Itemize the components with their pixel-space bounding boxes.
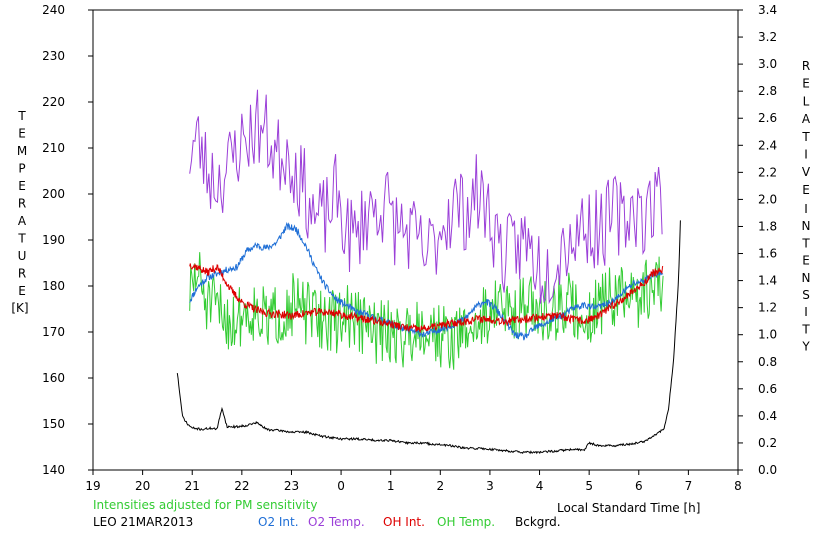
legend-item-o2-int: O2 Int. xyxy=(258,515,299,529)
left-title-letter: E xyxy=(18,179,26,193)
left-title-letter: E xyxy=(18,127,26,141)
y-left-tick-label: 240 xyxy=(42,3,65,17)
legend-item-oh-int: OH Int. xyxy=(383,515,425,529)
right-title-letter: Y xyxy=(801,340,810,354)
x-tick-label: 7 xyxy=(685,479,693,493)
y-left-tick-label: 200 xyxy=(42,187,65,201)
x-tick-label: 4 xyxy=(536,479,544,493)
x-tick-label: 19 xyxy=(85,479,100,493)
y-right-tick-label: 3.0 xyxy=(758,57,777,71)
y-right-tick-label: 0.2 xyxy=(758,436,777,450)
y-right-tick-label: 0.8 xyxy=(758,355,777,369)
y-left-tick-label: 180 xyxy=(42,279,65,293)
right-title-letter: N xyxy=(802,271,811,285)
left-title-letter: T xyxy=(17,232,26,246)
y-right-tick-label: 3.4 xyxy=(758,3,777,17)
y-right-tick-label: 2.8 xyxy=(758,84,777,98)
legend-item-o2-temp: O2 Temp. xyxy=(308,515,365,529)
right-title-letter: T xyxy=(801,130,810,144)
y-right-tick-label: 1.4 xyxy=(758,274,777,288)
right-title-letter: V xyxy=(802,165,811,179)
y-left-tick-label: 230 xyxy=(42,49,65,63)
y-left-tick-label: 140 xyxy=(42,463,65,477)
y-right-tick-label: 2.6 xyxy=(758,111,777,125)
series-line-o2-temp xyxy=(189,89,663,305)
left-axis-ticks: 140 150 160 170 180 190 200 210 220 230 240 xyxy=(42,3,93,477)
y-left-tick-label: 210 xyxy=(42,141,65,155)
y-left-tick-label: 170 xyxy=(42,325,65,339)
y-left-tick-label: 220 xyxy=(42,95,65,109)
left-title-letter: E xyxy=(18,284,26,298)
right-title-letter: T xyxy=(801,322,810,336)
y-right-tick-label: 0.0 xyxy=(758,463,777,477)
y-right-tick-label: 0.6 xyxy=(758,382,777,396)
x-tick-label: 0 xyxy=(337,479,345,493)
right-title-letter: E xyxy=(802,183,810,197)
right-title-letter: N xyxy=(802,219,811,233)
left-title-letter: T xyxy=(17,109,26,123)
left-title-letter: A xyxy=(18,214,27,228)
y-left-tick-label: 150 xyxy=(42,417,65,431)
x-tick-label: 8 xyxy=(734,479,742,493)
right-title-letter: A xyxy=(802,112,811,126)
right-axis-ticks: 0.0 0.2 0.4 0.6 0.8 1.0 1.2 1.4 1.6 1.8 2.0 2.2 2.4 2… xyxy=(738,3,777,477)
y-right-tick-label: 2.2 xyxy=(758,165,777,179)
series-line-oh-int xyxy=(189,263,664,334)
x-tick-label: 6 xyxy=(635,479,643,493)
series-line-bckgrd xyxy=(176,220,681,455)
series-line-oh-temp xyxy=(189,252,664,370)
right-title-letter: R xyxy=(802,59,810,73)
legend-item-oh-temp: OH Temp. xyxy=(437,515,496,529)
x-tick-label: 1 xyxy=(387,479,395,493)
right-title-letter: I xyxy=(804,202,808,216)
y-left-tick-label: 160 xyxy=(42,371,65,385)
sensitivity-note: Intensities adjusted for PM sensitivity xyxy=(93,498,318,512)
y-right-tick-label: 1.8 xyxy=(758,219,777,233)
plot-frame xyxy=(92,9,739,471)
right-title-letter: I xyxy=(804,305,808,319)
series-line-o2-int xyxy=(189,222,664,341)
left-title-letter: M xyxy=(17,144,27,158)
x-tick-label: 22 xyxy=(234,479,249,493)
y-right-tick-label: 2.4 xyxy=(758,138,777,152)
left-title-letter: P xyxy=(18,162,25,176)
y-right-tick-label: 1.6 xyxy=(758,247,777,261)
left-title-letter: U xyxy=(18,249,27,263)
right-title-letter: E xyxy=(802,77,810,91)
left-title-letter: R xyxy=(18,197,26,211)
series-layer xyxy=(176,89,681,455)
legend-item-bckgrd: Bckgrd. xyxy=(515,515,561,529)
x-tick-label: 23 xyxy=(284,479,299,493)
x-axis-ticks: 19 20 21 22 23 0 1 2 3 4 5 6 7 8 xyxy=(85,470,742,493)
y-right-tick-label: 0.4 xyxy=(758,409,777,423)
station-date-label: LEO 21MAR2013 xyxy=(93,515,194,529)
y-right-tick-label: 2.0 xyxy=(758,192,777,206)
right-title-letter: S xyxy=(802,288,810,302)
right-title-letter: L xyxy=(803,94,810,108)
y-right-tick-label: 1.2 xyxy=(758,301,777,315)
x-tick-label: 3 xyxy=(486,479,494,493)
right-title-letter: I xyxy=(804,148,808,162)
y-right-tick-label: 3.2 xyxy=(758,30,777,44)
x-axis-label: Local Standard Time [h] xyxy=(557,501,701,515)
x-tick-label: 5 xyxy=(585,479,593,493)
y-left-tick-label: 190 xyxy=(42,233,65,247)
left-title-letter: R xyxy=(18,267,26,281)
x-tick-label: 20 xyxy=(135,479,150,493)
right-title-letter: T xyxy=(801,236,810,250)
left-axis-unit: [K] xyxy=(11,301,28,315)
right-title-letter: E xyxy=(802,254,810,268)
x-tick-label: 2 xyxy=(436,479,444,493)
x-tick-label: 21 xyxy=(185,479,200,493)
y-right-tick-label: 1.0 xyxy=(758,328,777,342)
